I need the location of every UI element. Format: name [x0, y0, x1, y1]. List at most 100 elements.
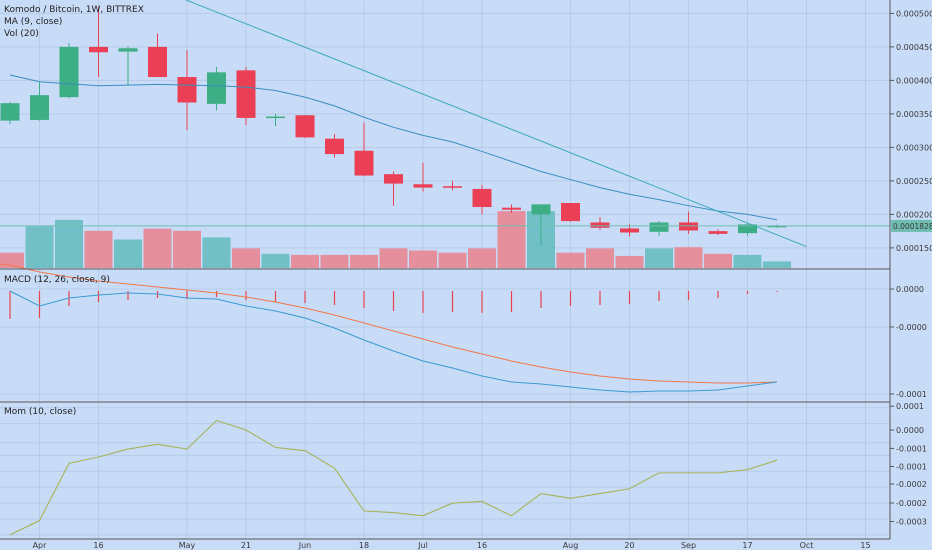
time-tick-label: 16	[477, 541, 487, 550]
volume-bar	[438, 252, 467, 268]
candle-body	[59, 46, 79, 98]
time-tick-label: 17	[742, 541, 752, 550]
ma-legend: MA (9, close)	[4, 17, 62, 27]
candles	[0, 6, 787, 246]
candle-body	[325, 138, 344, 155]
macd-tick-label: -0.0000	[896, 323, 927, 332]
volume-bar	[674, 247, 703, 268]
time-tick-label: 16	[93, 541, 103, 550]
momentum-line	[9, 419, 778, 536]
candle-body	[502, 207, 521, 210]
volume-bar	[143, 228, 172, 268]
candle-body	[708, 231, 728, 234]
volume-bar	[556, 252, 585, 268]
volume-bar	[733, 254, 762, 268]
candle-body	[177, 77, 197, 103]
volume-bar	[202, 237, 231, 268]
price-tick-label: 0.00040000	[896, 76, 932, 85]
time-tick-label: 21	[241, 541, 251, 550]
price-tick-label: 0.00050000	[896, 9, 932, 18]
volume-bar	[645, 248, 673, 268]
volume-bar	[497, 211, 526, 268]
candle-body	[118, 48, 138, 52]
volume-bar	[320, 254, 349, 268]
candle-body	[266, 116, 285, 119]
mom-tick-label: -0.0002	[896, 480, 927, 489]
candle-body	[472, 188, 492, 208]
price-tick-label: 0.00030000	[896, 143, 932, 152]
candle-body	[649, 222, 669, 232]
volume-bar	[350, 254, 378, 268]
volume-bar	[615, 255, 644, 268]
candle-body	[561, 203, 580, 222]
candle-body	[531, 204, 551, 215]
candle-body	[89, 46, 108, 53]
price-tick-label: 0.00035000	[896, 110, 932, 119]
mom-tick-label: -0.0003	[896, 517, 927, 526]
ma9-line	[9, 74, 778, 221]
candle-body	[767, 225, 787, 228]
time-tick-label: Jul	[417, 541, 428, 550]
volume-bar	[84, 230, 113, 268]
price-tick-label: 0.00020000	[896, 210, 932, 219]
volume-bar	[232, 248, 260, 268]
ma-long-line	[184, 0, 807, 248]
candle-body	[443, 186, 462, 188]
time-tick-label: May	[179, 541, 196, 550]
volume-legend: Vol (20)	[4, 29, 39, 39]
candle-body	[620, 228, 639, 233]
volume-bar	[468, 248, 496, 268]
volume-bar	[114, 239, 142, 268]
mom-tick-label: 0.0001	[896, 402, 924, 411]
volume-bar	[173, 230, 201, 268]
time-tick-label: Apr	[33, 541, 48, 550]
candle-body	[590, 222, 610, 228]
volume-bar	[291, 254, 319, 268]
last-price-badge	[891, 219, 932, 232]
time-tick-label: 20	[624, 541, 634, 550]
momentum-pane	[9, 419, 778, 536]
macd-signal-line	[0, 263, 778, 384]
momentum-legend: Mom (10, close)	[4, 407, 76, 417]
time-tick-label: Sep	[681, 541, 696, 550]
time-tick-label: Aug	[563, 541, 579, 550]
mom-tick-label: -0.0001	[896, 444, 927, 453]
candle-body	[738, 224, 757, 234]
macd-line	[9, 290, 778, 393]
macd-pane	[0, 263, 778, 393]
mom-tick-label: 0.0000	[896, 426, 924, 435]
macd-tick-label: -0.0001	[896, 390, 927, 399]
volume-bar	[409, 250, 437, 268]
candle-body	[30, 95, 49, 120]
mom-tick-label: -0.0001	[896, 463, 927, 472]
price-tick-label: 0.00045000	[896, 43, 932, 52]
candle-body	[207, 72, 226, 104]
macd-legend: MACD (12, 26, close, 9)	[4, 275, 110, 285]
candle-body	[295, 115, 315, 138]
moving-averages	[0, 0, 890, 248]
volume-bar	[55, 219, 83, 268]
volume-bar	[25, 226, 54, 268]
volume-bar	[261, 253, 290, 268]
candle-body	[148, 46, 167, 78]
candle-body	[679, 222, 698, 231]
candle-body	[236, 70, 256, 118]
time-tick-label: 18	[359, 541, 369, 550]
candle-body	[413, 184, 433, 188]
volume-bar	[763, 261, 791, 268]
candle-body	[384, 174, 403, 184]
volume-bar	[704, 253, 732, 268]
price-tick-label: 0.00015000	[896, 244, 932, 253]
chart-title: Komodo / Bitcoin, 1W, BITTREX	[4, 5, 144, 15]
volume-bar	[586, 248, 614, 268]
mom-tick-label: -0.0002	[896, 499, 927, 508]
volume-bar	[379, 248, 408, 268]
time-tick-label: Oct	[800, 541, 814, 550]
candle-body	[354, 150, 374, 176]
volume-bars	[0, 211, 791, 268]
price-tick-label: 0.00025000	[896, 177, 932, 186]
